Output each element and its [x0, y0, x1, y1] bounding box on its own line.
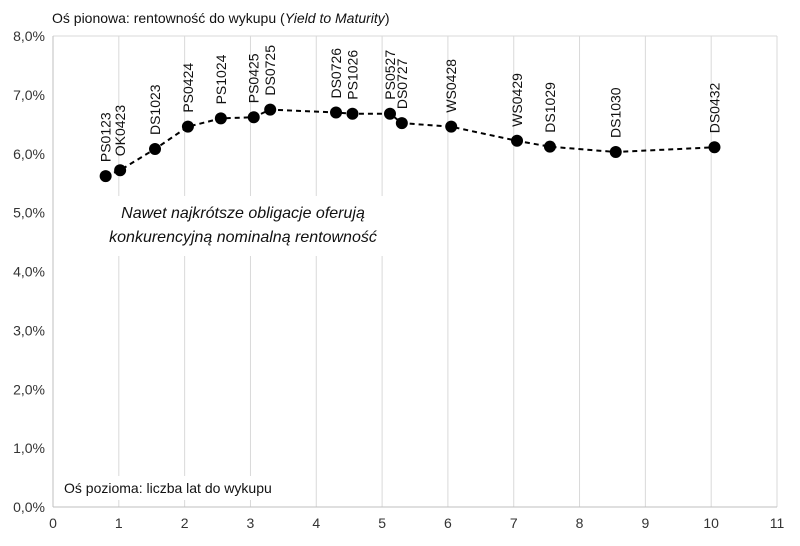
- data-point: [383, 107, 396, 120]
- y-tick-label: 7,0%: [13, 87, 45, 103]
- x-tick-label: 1: [115, 515, 123, 531]
- y-axis-title: Oś pionowa: rentowność do wykupu (Yield …: [52, 10, 389, 26]
- x-axis-title: Oś pozioma: liczba lat do wykupu: [64, 480, 272, 496]
- data-point: [346, 107, 359, 120]
- x-tick-label: 11: [770, 515, 785, 531]
- data-point: [114, 164, 127, 177]
- data-point-label: DS1029: [542, 82, 558, 133]
- data-point-label: PS0123: [98, 112, 114, 162]
- data-point: [99, 170, 112, 183]
- annotation-text: Nawet najkrótsze obligacje oferują: [121, 205, 365, 222]
- x-tick-label: 0: [49, 515, 57, 531]
- data-point-label: DS1023: [147, 84, 163, 135]
- data-point: [511, 134, 524, 147]
- x-tick-label: 4: [312, 515, 320, 531]
- data-point-label: WS0429: [509, 73, 525, 127]
- x-tick-label: 7: [510, 515, 518, 531]
- data-point: [708, 141, 721, 154]
- data-point-label: PS1026: [344, 50, 360, 100]
- y-tick-label: 8,0%: [13, 28, 45, 44]
- y-axis-title-part: ): [385, 10, 390, 26]
- data-point: [264, 103, 277, 116]
- series-line: [105, 108, 715, 178]
- x-axis-title-bg: [60, 476, 286, 500]
- y-tick-label: 4,0%: [13, 264, 45, 280]
- y-tick-label: 1,0%: [13, 440, 45, 456]
- data-point: [330, 106, 343, 119]
- data-point: [445, 120, 458, 133]
- x-tick-label: 6: [444, 515, 452, 531]
- data-point: [395, 117, 408, 130]
- x-tick-label: 2: [181, 515, 189, 531]
- data-point-label: PS1024: [213, 54, 229, 104]
- data-point-label: PS0425: [246, 53, 262, 103]
- y-tick-label: 3,0%: [13, 322, 45, 338]
- data-point: [214, 112, 227, 125]
- data-point-label: DS0727: [394, 58, 410, 109]
- x-tick-label: 9: [641, 515, 649, 531]
- x-tick-label: 8: [576, 515, 584, 531]
- data-point-label: OK0423: [112, 105, 128, 157]
- data-point: [543, 140, 556, 153]
- data-point: [149, 143, 162, 156]
- data-point-label: PS0424: [180, 63, 196, 113]
- data-point-label: PS0527: [382, 50, 398, 100]
- data-point-label: DS0432: [706, 82, 722, 133]
- data-point: [609, 145, 622, 158]
- annotation-text: konkurencyjną nominalną rentowność: [109, 229, 377, 246]
- data-point: [247, 111, 260, 124]
- annotation-bg: [96, 196, 388, 256]
- data-point-label: DS0726: [328, 48, 344, 99]
- y-tick-label: 0,0%: [13, 499, 45, 515]
- x-tick-label: 3: [247, 515, 255, 531]
- data-point-label: DS1030: [608, 87, 624, 138]
- data-point-label: WS0428: [443, 59, 459, 113]
- data-point: [181, 120, 194, 133]
- y-axis-title-part: Yield to Maturity: [285, 10, 386, 26]
- y-axis-title-part: Oś pionowa: rentowność do wykupu (: [52, 10, 285, 26]
- y-tick-label: 6,0%: [13, 146, 45, 162]
- x-tick-label: 5: [378, 515, 386, 531]
- data-point-label: DS0725: [262, 45, 278, 96]
- x-tick-label: 10: [703, 515, 719, 531]
- y-tick-label: 5,0%: [13, 205, 45, 221]
- y-tick-label: 2,0%: [13, 381, 45, 397]
